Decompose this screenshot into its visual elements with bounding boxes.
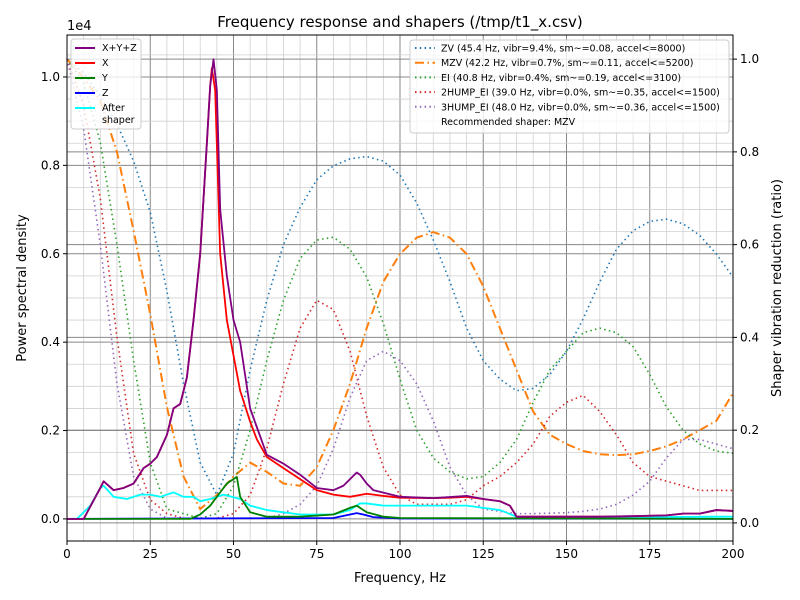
y-tick-label: 1.0 <box>41 70 60 84</box>
shaper-line-zv <box>66 58 734 498</box>
legend-label: EI (40.8 Hz, vibr=0.4%, sm~=0.19, accel<… <box>441 73 681 84</box>
y-tick-label: 0.8 <box>41 158 60 172</box>
chart-title: Frequency response and shapers (/tmp/t1_… <box>217 13 583 32</box>
axis-ticks: 0 25 50 75 100 125 150 175 200 0.0 0.2 0.4 0.6 0.8 1.0… <box>41 52 759 561</box>
x-tick-label: 75 <box>309 547 324 561</box>
legend-label: X <box>102 58 109 69</box>
legend-label: 3HUMP_EI (48.0 Hz, vibr=0.0%, sm~=0.36, … <box>441 102 720 113</box>
y-tick-label: 0.6 <box>41 247 60 261</box>
recommended-shaper-label: Recommended shaper: MZV <box>441 117 576 128</box>
y2-tick-label: 1.0 <box>740 52 759 66</box>
y-offset-label: 1e4 <box>67 19 92 34</box>
shaper-line-mzv <box>66 58 734 511</box>
x-tick-label: 0 <box>63 547 71 561</box>
legend-box <box>70 38 142 130</box>
legend-label: 2HUMP_EI (39.0 Hz, vibr=0.0%, sm~=0.35, … <box>441 88 720 99</box>
y-tick-label: 0.4 <box>41 335 60 349</box>
plot-lines <box>66 58 734 520</box>
grid <box>66 35 734 542</box>
shaper-line-ei <box>66 58 734 520</box>
x-tick-label: 25 <box>143 547 158 561</box>
psd-line-x-y-z <box>67 58 734 520</box>
y2-tick-label: 0.0 <box>740 516 759 530</box>
x-tick-label: 125 <box>472 547 495 561</box>
y2-tick-label: 0.4 <box>740 330 759 344</box>
legend-shapers: ZV (45.4 Hz, vibr=9.4%, sm~=0.08, accel<… <box>409 39 730 134</box>
x-tick-label: 50 <box>226 547 241 561</box>
y-axis-label: Power spectral density <box>15 214 30 362</box>
legend-label: Z <box>102 88 109 99</box>
y-tick-label: 0.0 <box>41 512 60 526</box>
psd-line-after <box>67 484 733 520</box>
x-tick-label: 175 <box>638 547 661 561</box>
x-axis-label: Frequency, Hz <box>354 571 446 586</box>
y2-axis-label: Shaper vibration reduction (ratio) <box>770 179 785 397</box>
y2-tick-label: 0.6 <box>740 238 759 252</box>
psd-line-y <box>67 476 734 520</box>
legend-label: shaper <box>102 115 135 126</box>
legend-label: MZV (42.2 Hz, vibr=0.7%, sm~=0.11, accel… <box>441 58 693 69</box>
x-tick-label: 150 <box>555 547 578 561</box>
y2-tick-label: 0.8 <box>740 145 759 159</box>
legend-label: X+Y+Z <box>102 43 137 54</box>
y2-tick-label: 0.2 <box>740 423 759 437</box>
legend-label: ZV (45.4 Hz, vibr=9.4%, sm~=0.08, accel<… <box>441 44 685 55</box>
legend-box <box>409 39 730 134</box>
y-tick-label: 0.2 <box>41 424 60 438</box>
x-tick-label: 100 <box>389 547 412 561</box>
legend-label: Y <box>101 73 108 84</box>
legend-label: After <box>102 103 125 114</box>
x-tick-label: 200 <box>722 547 745 561</box>
